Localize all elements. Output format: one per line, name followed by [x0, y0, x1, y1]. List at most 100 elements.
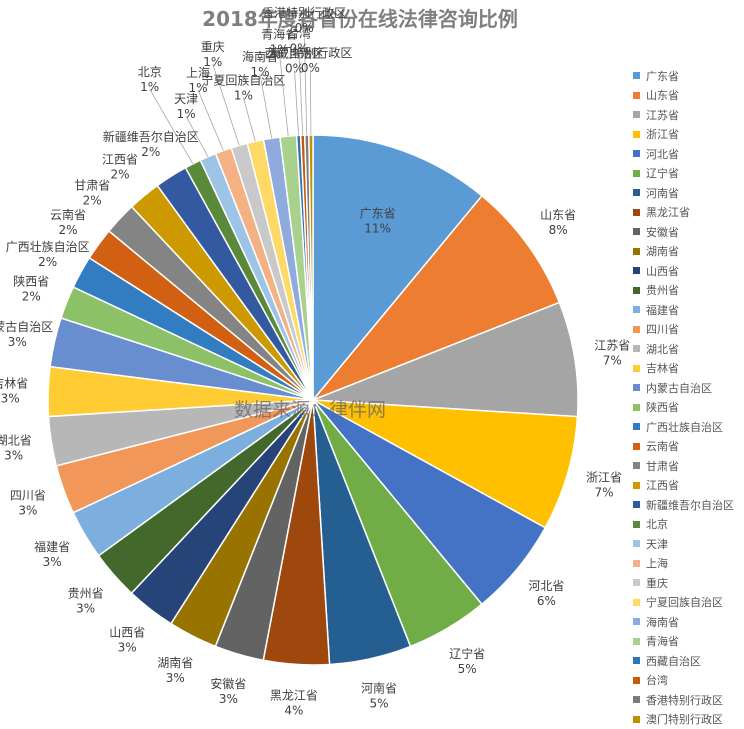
legend-item: 浙江省 — [633, 125, 743, 145]
slice-label-name: 北京 — [138, 65, 162, 79]
slice-label-value: 3% — [4, 448, 23, 462]
slice-label-name: 重庆 — [201, 40, 225, 54]
legend-item: 广西壮族自治区 — [633, 417, 743, 437]
leader-line — [295, 71, 299, 136]
slice-label-value: 5% — [369, 697, 388, 711]
legend-label: 吉林省 — [646, 360, 679, 376]
legend-swatch — [633, 716, 640, 723]
slice-label-value: 3% — [18, 504, 37, 518]
legend-swatch — [633, 287, 640, 294]
legend-label: 河北省 — [646, 146, 679, 162]
slice-label-name: 山东省 — [540, 208, 576, 222]
legend-item: 内蒙古自治区 — [633, 378, 743, 398]
legend-item: 安徽省 — [633, 222, 743, 242]
slice-label-value: 1% — [177, 107, 196, 121]
legend-swatch — [633, 540, 640, 547]
legend-swatch — [633, 326, 640, 333]
legend-item: 湖南省 — [633, 242, 743, 262]
legend-label: 江苏省 — [646, 107, 679, 123]
legend-item: 台湾 — [633, 671, 743, 691]
slice-label-name: 福建省 — [34, 539, 70, 554]
leader-line — [198, 90, 223, 151]
slice-label-value: 11% — [364, 222, 391, 236]
legend-label: 海南省 — [646, 614, 679, 630]
legend-label: 新疆维吾尔自治区 — [646, 497, 734, 513]
legend-swatch — [633, 189, 640, 196]
legend-item: 江西省 — [633, 476, 743, 496]
legend-item: 云南省 — [633, 437, 743, 457]
legend-label: 香港特别行政区 — [646, 692, 723, 708]
slice-label-value: 3% — [1, 391, 20, 405]
legend-swatch — [633, 267, 640, 274]
slice-label-value: 7% — [594, 486, 613, 500]
legend-item: 宁夏回族自治区 — [633, 593, 743, 613]
slice-label-name: 香港特别行政区 — [262, 5, 346, 20]
legend-label: 江西省 — [646, 477, 679, 493]
legend-swatch — [633, 170, 640, 177]
slice-label-name: 贵州省 — [68, 586, 104, 600]
legend-swatch — [633, 248, 640, 255]
legend-label: 黑龙江省 — [646, 204, 690, 220]
legend-item: 上海 — [633, 554, 743, 574]
legend-label: 湖北省 — [646, 341, 679, 357]
legend-label: 安徽省 — [646, 224, 679, 240]
legend-label: 北京 — [646, 516, 668, 532]
slice-label: 内蒙古自治区3% — [0, 319, 53, 349]
legend-swatch — [633, 443, 640, 450]
slice-label-value: 2% — [22, 289, 41, 303]
slice-label-name: 广西壮族自治区 — [6, 240, 90, 254]
legend-label: 甘肃省 — [646, 458, 679, 474]
legend-label: 广西壮族自治区 — [646, 419, 723, 435]
legend-swatch — [633, 677, 640, 684]
slice-label-name: 澳门特别行政区 — [268, 45, 352, 60]
legend-label: 河南省 — [646, 185, 679, 201]
slice-label-name: 宁夏回族自治区 — [201, 73, 285, 88]
legend-swatch — [633, 345, 640, 352]
slice-label-value: 3% — [76, 601, 95, 615]
slice-label-value: 2% — [110, 167, 129, 181]
slice-label-value: 1% — [250, 65, 269, 79]
legend-item: 河北省 — [633, 144, 743, 164]
slice-label-name: 广东省 — [360, 207, 396, 221]
legend-swatch — [633, 482, 640, 489]
legend-swatch — [633, 92, 640, 99]
legend-item: 山西省 — [633, 261, 743, 281]
slice-label-value: 7% — [603, 354, 622, 368]
legend-swatch — [633, 404, 640, 411]
slice-label-value: 2% — [38, 255, 57, 269]
slice-label-value: 1% — [140, 80, 159, 94]
legend-swatch — [633, 618, 640, 625]
legend-item: 湖北省 — [633, 339, 743, 359]
leader-line — [310, 70, 311, 135]
legend-swatch — [633, 638, 640, 645]
slice-label-name: 黑龙江省 — [270, 688, 318, 702]
legend-swatch — [633, 131, 640, 138]
legend-swatch — [633, 462, 640, 469]
legend-item: 江苏省 — [633, 105, 743, 125]
legend-item: 黑龙江省 — [633, 203, 743, 223]
slice-label-value: 4% — [284, 703, 303, 717]
legend-swatch — [633, 111, 640, 118]
slice-label-value: 6% — [537, 594, 556, 608]
slice-label-value: 3% — [166, 671, 185, 685]
legend-label: 四川省 — [646, 321, 679, 337]
slice-label-value: 2% — [58, 223, 77, 237]
legend-item: 重庆 — [633, 573, 743, 593]
legend-item: 贵州省 — [633, 281, 743, 301]
legend-swatch — [633, 521, 640, 528]
legend-item: 广东省 — [633, 66, 743, 86]
slice-label-name: 河北省 — [528, 579, 564, 593]
slice-label: 吉林省3% — [0, 376, 28, 405]
slice-label-name: 江苏省 — [594, 339, 630, 353]
slice-label-name: 浙江省 — [586, 471, 622, 485]
slice-label-name: 江西省 — [102, 152, 138, 166]
leader-line — [243, 98, 255, 142]
slice-label-value: 0% — [301, 61, 320, 75]
